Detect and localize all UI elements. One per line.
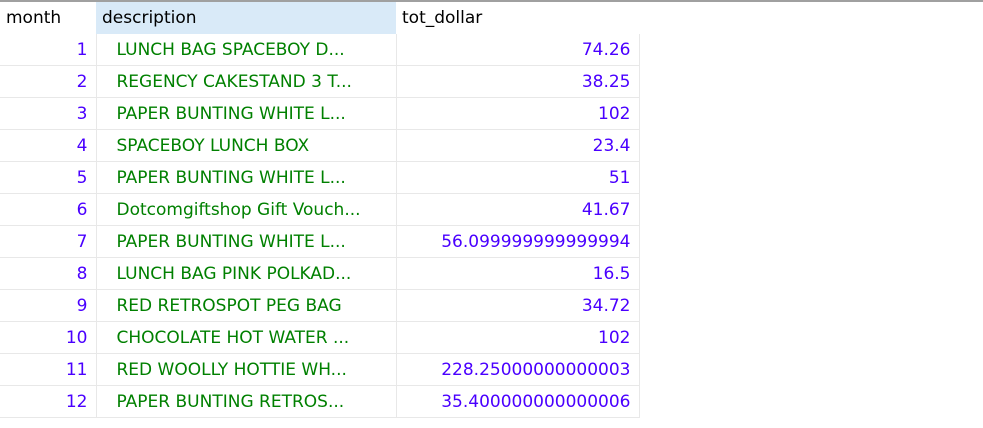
- cell-month[interactable]: 11: [0, 353, 97, 386]
- grid-top-border: [0, 0, 983, 2]
- table-row[interactable]: 5 PAPER BUNTING WHITE L... 51: [0, 161, 640, 194]
- cell-description[interactable]: RED WOOLLY HOTTIE WH...: [96, 353, 397, 386]
- cell-month[interactable]: 12: [0, 385, 97, 418]
- cell-tot-dollar[interactable]: 38.25: [396, 65, 640, 98]
- cell-description[interactable]: SPACEBOY LUNCH BOX: [96, 129, 397, 162]
- cell-month[interactable]: 10: [0, 321, 97, 354]
- table-row[interactable]: 11 RED WOOLLY HOTTIE WH... 228.25000000000…: [0, 353, 640, 386]
- cell-month[interactable]: 2: [0, 65, 97, 98]
- cell-description[interactable]: REGENCY CAKESTAND 3 T...: [96, 65, 397, 98]
- cell-month[interactable]: 3: [0, 97, 97, 130]
- cell-month[interactable]: 7: [0, 225, 97, 258]
- table-row[interactable]: 8 LUNCH BAG PINK POLKAD... 16.5: [0, 257, 640, 290]
- cell-tot-dollar[interactable]: 23.4: [396, 129, 640, 162]
- cell-tot-dollar[interactable]: 56.099999999999994: [396, 225, 640, 258]
- cell-tot-dollar[interactable]: 35.400000000000006: [396, 385, 640, 418]
- column-header-month[interactable]: month: [0, 2, 96, 34]
- cell-description[interactable]: PAPER BUNTING RETROS...: [96, 385, 397, 418]
- table-row[interactable]: 7 PAPER BUNTING WHITE L... 56.099999999999…: [0, 225, 640, 258]
- cell-month[interactable]: 5: [0, 161, 97, 194]
- cell-tot-dollar[interactable]: 228.25000000000003: [396, 353, 640, 386]
- column-header-tot-dollar[interactable]: tot_dollar: [396, 2, 639, 34]
- table-row[interactable]: 12 PAPER BUNTING RETROS... 35.400000000000…: [0, 385, 640, 418]
- cell-tot-dollar[interactable]: 34.72: [396, 289, 640, 322]
- cell-description[interactable]: CHOCOLATE HOT WATER ...: [96, 321, 397, 354]
- cell-month[interactable]: 8: [0, 257, 97, 290]
- table-row[interactable]: 4 SPACEBOY LUNCH BOX 23.4: [0, 129, 640, 162]
- table-row[interactable]: 9 RED RETROSPOT PEG BAG 34.72: [0, 289, 640, 322]
- cell-month[interactable]: 1: [0, 34, 97, 66]
- cell-description[interactable]: Dotcomgiftshop Gift Vouch...: [96, 193, 397, 226]
- cell-description[interactable]: PAPER BUNTING WHITE L...: [96, 161, 397, 194]
- table-row[interactable]: 6 Dotcomgiftshop Gift Vouch... 41.67: [0, 193, 640, 226]
- cell-tot-dollar[interactable]: 102: [396, 321, 640, 354]
- cell-tot-dollar[interactable]: 41.67: [396, 193, 640, 226]
- cell-description[interactable]: PAPER BUNTING WHITE L...: [96, 97, 397, 130]
- results-grid: month description tot_dollar 1 LUNCH BAG …: [0, 2, 640, 418]
- cell-month[interactable]: 4: [0, 129, 97, 162]
- column-header-description[interactable]: description: [96, 2, 396, 34]
- cell-description[interactable]: RED RETROSPOT PEG BAG: [96, 289, 397, 322]
- table-row[interactable]: 1 LUNCH BAG SPACEBOY D... 74.26: [0, 34, 640, 66]
- cell-tot-dollar[interactable]: 74.26: [396, 34, 640, 66]
- cell-description[interactable]: LUNCH BAG PINK POLKAD...: [96, 257, 397, 290]
- cell-tot-dollar[interactable]: 51: [396, 161, 640, 194]
- table-row[interactable]: 10 CHOCOLATE HOT WATER ... 102: [0, 321, 640, 354]
- table-row[interactable]: 3 PAPER BUNTING WHITE L... 102: [0, 97, 640, 130]
- cell-tot-dollar[interactable]: 102: [396, 97, 640, 130]
- cell-month[interactable]: 6: [0, 193, 97, 226]
- cell-description[interactable]: LUNCH BAG SPACEBOY D...: [96, 34, 397, 66]
- header-row: month description tot_dollar: [0, 2, 639, 34]
- cell-tot-dollar[interactable]: 16.5: [396, 257, 640, 290]
- table-row[interactable]: 2 REGENCY CAKESTAND 3 T... 38.25: [0, 65, 640, 98]
- cell-description[interactable]: PAPER BUNTING WHITE L...: [96, 225, 397, 258]
- cell-month[interactable]: 9: [0, 289, 97, 322]
